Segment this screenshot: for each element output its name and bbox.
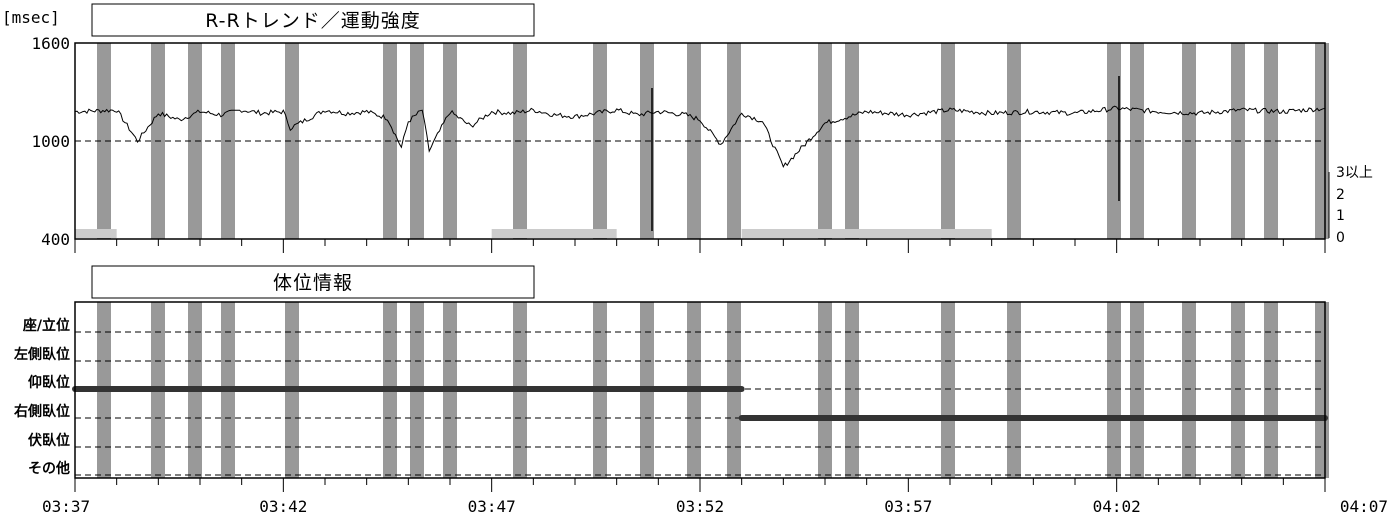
bottom-event-band-15 <box>941 302 955 478</box>
x-tick-label-1: 03:42 <box>259 497 307 516</box>
posture-x-ticks <box>74 478 1326 492</box>
posture-title: 体位情報 <box>273 272 353 294</box>
posture-label-2: 仰臥位 <box>28 374 70 391</box>
top-event-band-11 <box>687 43 701 239</box>
x-axis-labels: 03:37 03:42 03:47 03:52 03:57 04:02 04:07 <box>42 497 1388 516</box>
top-event-band-0 <box>97 43 111 239</box>
posture-title-box <box>91 265 535 299</box>
activity-label-0: 0 <box>1336 230 1345 246</box>
rr-title: R-Rトレンド／運動強度 <box>205 10 421 32</box>
rr-ylabel: [msec] <box>2 8 60 27</box>
rr-ytick-1600: 1600 <box>31 34 70 53</box>
activity-bar-1 <box>491 229 617 238</box>
bottom-event-band-19 <box>1182 302 1196 478</box>
rr-trace-line <box>74 105 1326 169</box>
x-tick-label-2: 03:47 <box>468 497 516 516</box>
bottom-event-band-13 <box>818 302 832 478</box>
posture-label-3: 右側臥位 <box>13 403 70 420</box>
bottom-event-band-20 <box>1231 302 1245 478</box>
x-tick-label-3: 03:52 <box>676 497 724 516</box>
activity-label-2: 2 <box>1336 187 1345 203</box>
posture-segments <box>72 386 1328 421</box>
top-event-band-14 <box>845 43 859 239</box>
rr-ytick-1000: 1000 <box>31 132 70 151</box>
x-tick-label-6: 04:07 <box>1340 497 1388 516</box>
rr-x-ticks <box>74 239 1326 253</box>
bottom-event-band-17 <box>1107 302 1121 478</box>
posture-label-1: 左側臥位 <box>13 346 70 363</box>
activity-bar-0 <box>75 229 117 238</box>
bottom-event-band-16 <box>1007 302 1021 478</box>
bottom-event-band-18 <box>1130 302 1144 478</box>
x-tick-label-4: 03:57 <box>884 497 932 516</box>
top-event-band-12 <box>727 43 741 239</box>
x-tick-label-5: 04:02 <box>1093 497 1141 516</box>
bottom-event-band-22 <box>1315 302 1329 478</box>
top-event-band-16 <box>1007 43 1021 239</box>
posture-label-0: 座/立位 <box>23 317 70 334</box>
bottom-event-band-14 <box>845 302 859 478</box>
top-event-band-17 <box>1107 43 1121 239</box>
posture-label-5: その他 <box>28 460 70 477</box>
top-event-bands <box>97 43 1329 239</box>
activity-label-3: 3以上 <box>1336 165 1373 181</box>
activity-bar-2 <box>741 229 992 238</box>
activity-bars <box>75 229 992 238</box>
top-event-band-4 <box>285 43 299 239</box>
bottom-event-band-21 <box>1264 302 1278 478</box>
activity-label-1: 1 <box>1336 208 1345 224</box>
posture-label-4: 伏臥位 <box>28 432 70 449</box>
x-tick-label-0: 03:37 <box>42 497 90 516</box>
rr-ytick-400: 400 <box>41 230 70 249</box>
rr-title-box <box>91 3 535 37</box>
